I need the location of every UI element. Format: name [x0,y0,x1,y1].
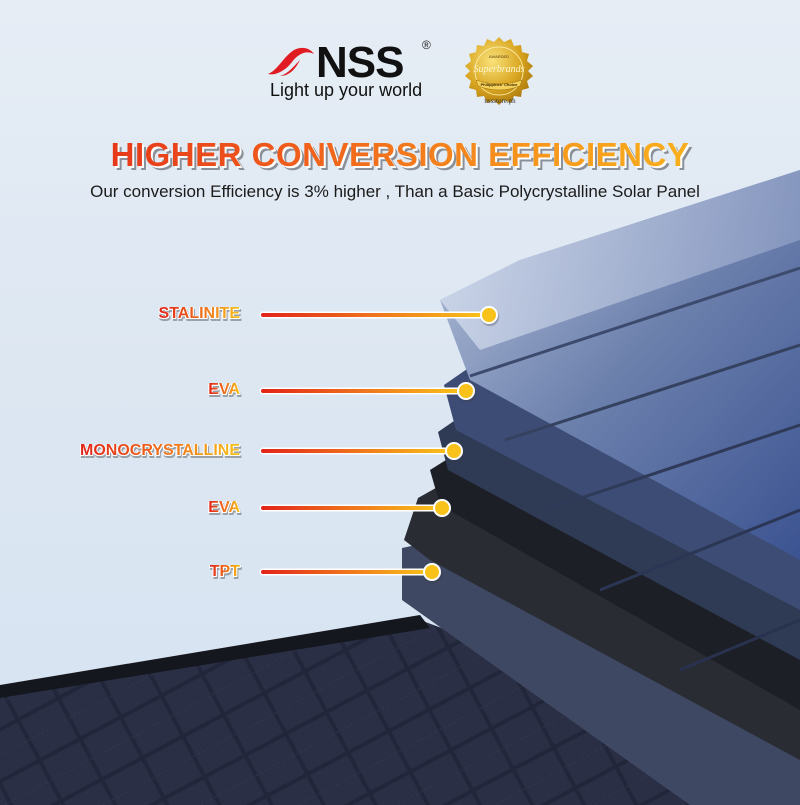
brand-name: NSS [316,38,404,87]
badge-ribbon: Philippines' Choice [481,82,519,87]
layer-pointer-dot-icon [445,442,463,460]
layer-label-stalinite: STALINITE [158,305,240,322]
layer-leader-line [261,313,483,317]
layer-leader-line [261,449,449,453]
layer-leader-line [261,506,437,510]
layer-pointer-dot-icon [480,306,498,324]
layer-leader-line [261,570,427,574]
registered-mark: ® [422,38,431,52]
subheadline: Our conversion Efficiency is 3% higher ,… [90,182,700,201]
layer-label-tpt: TPT [209,563,240,580]
page-title: HIGHER CONVERSION EFFICIENCY [0,136,800,174]
badge-site-text: nssstore.ph [484,97,516,105]
layer-label-eva-top: EVA [208,381,240,398]
layer-label-monocrystalline: MONOCRYSTALLINE [80,442,240,459]
layer-pointer-dot-icon [457,382,475,400]
badge-awarded: AWARDED [489,54,509,59]
layer-pointer-dot-icon [423,563,441,581]
layer-pointer-dot-icon [433,499,451,517]
nss-logo: NSS ® [266,38,436,102]
layer-leader-line [261,389,461,393]
brand-tagline: Light up your world [270,80,423,100]
swoosh-logo-icon [268,47,314,76]
superbrands-award-badge-icon: AWARDED Superbrands Philippines' Choice [465,37,533,105]
badge-title: Superbrands [473,64,524,75]
layer-label-eva-bottom: EVA [208,499,240,516]
